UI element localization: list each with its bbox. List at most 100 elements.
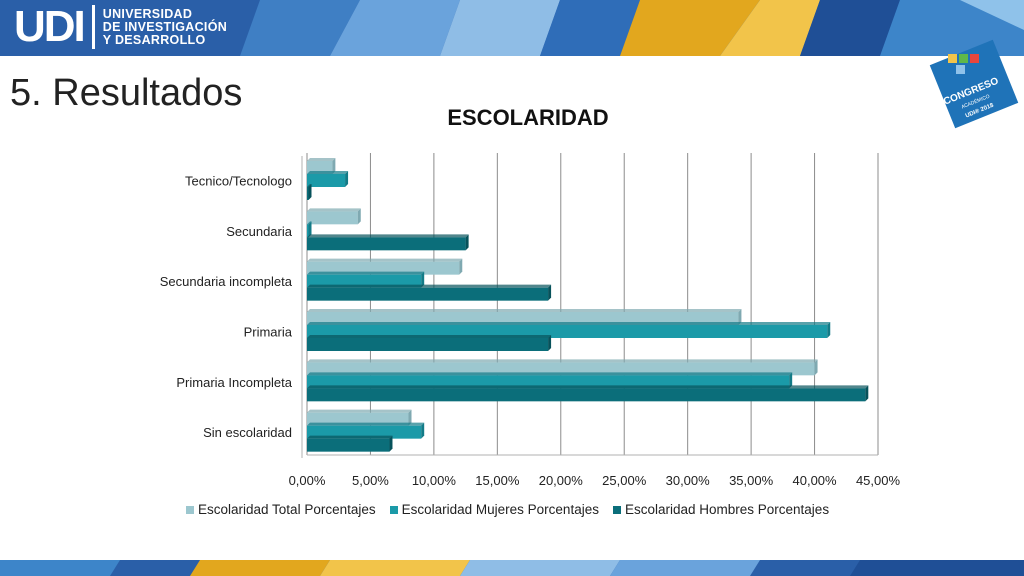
bar-top — [307, 309, 742, 312]
bar-top — [307, 221, 312, 225]
bar-face — [307, 312, 739, 325]
legend-label-total: Escolaridad Total Porcentajes — [198, 502, 376, 517]
x-tick-label: 25,00% — [602, 473, 647, 488]
x-tick-label: 30,00% — [666, 473, 711, 488]
x-tick-labels: 0,00% 5,00% 10,00% 15,00% 20,00% 25,00% 30,00%… — [289, 473, 901, 488]
bar-face — [307, 425, 422, 439]
category-label: Primaria Incompleta — [176, 375, 292, 390]
bar-side — [459, 258, 463, 275]
bar-side — [421, 271, 425, 288]
x-tick-label: 5,00% — [352, 473, 389, 488]
x-tick-label: 45,00% — [856, 473, 901, 488]
bar — [307, 208, 361, 225]
legend-swatch-hombres — [612, 505, 621, 514]
logo-text: UNIVERSIDAD DE INVESTIGACIÓN Y DESARROLL… — [95, 6, 228, 47]
slide-title: 5. Resultados — [10, 72, 243, 114]
bar-face — [307, 237, 466, 251]
bar — [307, 184, 312, 200]
bar-side — [548, 335, 552, 351]
bar-top — [307, 422, 425, 426]
bar — [307, 171, 349, 187]
bar — [307, 385, 869, 402]
x-tick-label: 40,00% — [793, 473, 838, 488]
bar-face — [307, 274, 422, 288]
banner-background — [0, 0, 1024, 56]
bar-top — [307, 409, 412, 413]
bars — [307, 158, 869, 452]
escolaridad-chart: ESCOLARIDAD Tecnico/Tecnologo Secundaria S… — [160, 105, 901, 488]
x-tick-label: 15,00% — [475, 473, 520, 488]
bar — [307, 422, 425, 439]
category-label: Primaria — [244, 325, 293, 340]
logo-line-3: Y DESARROLLO — [102, 32, 206, 47]
bar-top — [307, 171, 349, 174]
category-label: Secundaria — [226, 224, 293, 239]
bar-side — [357, 208, 361, 225]
bar-face — [307, 261, 460, 275]
udi-logo: UDI UNIVERSIDAD DE INVESTIGACIÓN Y DESAR… — [14, 4, 266, 50]
bar-top — [307, 234, 469, 238]
bar-top — [307, 258, 463, 262]
bar — [307, 435, 393, 452]
bar-side — [308, 184, 312, 200]
legend-item-mujeres: Escolaridad Mujeres Porcentajes — [389, 502, 599, 517]
bar — [307, 284, 552, 301]
bar-side — [548, 284, 552, 301]
bar-side — [827, 322, 831, 338]
bar-face — [307, 287, 549, 301]
x-tick-label: 20,00% — [539, 473, 584, 488]
legend-swatch-total — [186, 505, 194, 514]
congress-logo-badge: CONGRESO ACADÉMICO UDI® 2018 — [929, 39, 1019, 129]
bar-face — [307, 187, 309, 200]
bar — [307, 372, 793, 389]
logo-line-1: UNIVERSIDAD — [102, 6, 193, 21]
header-banner: UDI UNIVERSIDAD DE INVESTIGACIÓN Y DESAR… — [0, 0, 1024, 56]
bar-side — [308, 221, 312, 238]
bar-top — [307, 435, 393, 439]
bar — [307, 322, 831, 338]
category-label: Secundaria incompleta — [160, 274, 293, 289]
bar-side — [408, 409, 412, 426]
bar-face — [307, 161, 333, 174]
bar-side — [465, 234, 469, 251]
bar-face — [307, 438, 390, 452]
bar-face — [307, 375, 790, 389]
category-labels: Tecnico/Tecnologo Secundaria Secundaria in… — [160, 174, 293, 441]
bar-face — [307, 211, 358, 225]
bar-side — [814, 359, 818, 376]
x-tick-label: 10,00% — [412, 473, 457, 488]
legend-label-mujeres: Escolaridad Mujeres Porcentajes — [401, 502, 599, 517]
bar — [307, 258, 463, 275]
bar-side — [421, 422, 425, 439]
bar — [307, 221, 312, 238]
chart-legend: Escolaridad Total Porcentajes Escolarida… — [186, 502, 829, 517]
bar — [307, 309, 742, 325]
logo-line-2: DE INVESTIGACIÓN — [102, 19, 228, 34]
bar-side — [345, 171, 349, 187]
x-tick-label: 0,00% — [289, 473, 326, 488]
legend-item-hombres: Escolaridad Hombres Porcentajes — [612, 502, 830, 517]
category-label: Tecnico/Tecnologo — [185, 174, 292, 189]
bar-face — [307, 388, 866, 402]
bar-face — [307, 338, 549, 351]
bar — [307, 359, 818, 376]
bar — [307, 234, 469, 251]
bar — [307, 335, 552, 351]
category-label: Sin escolaridad — [203, 425, 292, 440]
bar — [307, 409, 412, 426]
bar-face — [307, 362, 815, 376]
bar-face — [307, 412, 409, 426]
bar-top — [307, 385, 869, 389]
footer-background — [0, 560, 1024, 576]
legend-label-hombres: Escolaridad Hombres Porcentajes — [624, 502, 830, 517]
bar — [307, 271, 425, 288]
bar-top — [307, 208, 361, 212]
bar-top — [307, 372, 793, 376]
bar-top — [307, 158, 336, 161]
bar-side — [865, 385, 869, 402]
logo-mark: UDI — [14, 5, 95, 49]
bar — [307, 158, 336, 174]
chart-title: ESCOLARIDAD — [447, 105, 608, 130]
bar-side — [789, 372, 793, 389]
bar-top — [307, 335, 552, 338]
